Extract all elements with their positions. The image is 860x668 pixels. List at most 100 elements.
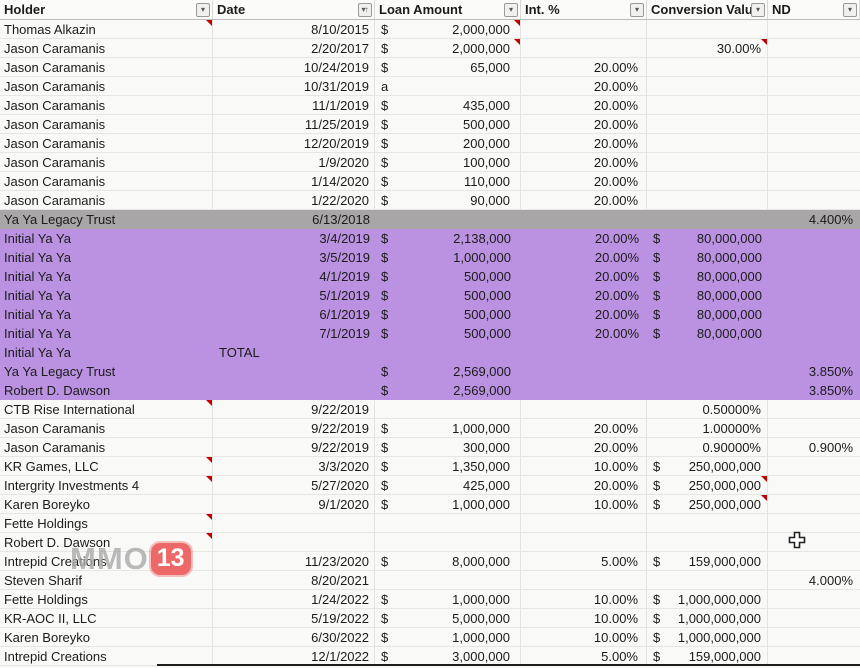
cell-loan-amount[interactable]: $ 2,569,000 — [375, 362, 521, 381]
cell-interest-percent[interactable] — [521, 343, 647, 362]
cell-date[interactable]: 8/10/2015 — [213, 20, 375, 38]
cell-nd[interactable] — [768, 590, 860, 608]
cell-conversion-value[interactable]: 0.90000% — [647, 438, 768, 456]
cell-date[interactable]: 5/27/2020 — [213, 476, 375, 494]
cell-holder[interactable]: Intrepid Creations — [0, 552, 213, 570]
cell-date[interactable]: 2/20/2017 — [213, 39, 375, 57]
cell-date[interactable]: 12/20/2019 — [213, 134, 375, 152]
cell-date[interactable] — [213, 514, 375, 532]
cell-date[interactable]: 1/22/2020 — [213, 191, 375, 209]
cell-interest-percent[interactable]: 10.00% — [521, 609, 647, 627]
cell-conversion-value[interactable]: $ 250,000,000 — [647, 457, 768, 475]
cell-nd[interactable] — [768, 305, 860, 324]
cell-holder[interactable]: CTB Rise International — [0, 400, 213, 418]
cell-conversion-value[interactable] — [647, 77, 768, 95]
cell-holder[interactable]: Jason Caramanis — [0, 115, 213, 133]
cell-interest-percent[interactable]: 5.00% — [521, 647, 647, 665]
cell-date[interactable]: 6/13/2018 — [213, 210, 375, 229]
cell-interest-percent[interactable] — [521, 39, 647, 57]
cell-conversion-value[interactable] — [647, 58, 768, 76]
cell-date[interactable]: 4/1/2019 — [213, 267, 375, 286]
cell-date[interactable] — [213, 533, 375, 551]
cell-date[interactable] — [213, 362, 375, 381]
cell-conversion-value[interactable]: $ 80,000,000 — [647, 286, 768, 305]
cell-nd[interactable] — [768, 134, 860, 152]
cell-loan-amount[interactable]: $ 1,000,000 — [375, 590, 521, 608]
cell-holder[interactable]: KR Games, LLC — [0, 457, 213, 475]
cell-date[interactable]: 10/24/2019 — [213, 58, 375, 76]
cell-interest-percent[interactable] — [521, 210, 647, 229]
cell-date[interactable]: 8/20/2021 — [213, 571, 375, 589]
cell-interest-percent[interactable]: 20.00% — [521, 153, 647, 171]
cell-interest-percent[interactable]: 20.00% — [521, 419, 647, 437]
cell-holder[interactable]: Ya Ya Legacy Trust — [0, 362, 213, 381]
cell-interest-percent[interactable]: 20.00% — [521, 267, 647, 286]
cell-interest-percent[interactable] — [521, 381, 647, 400]
cell-date[interactable]: 10/31/2019 — [213, 77, 375, 95]
cell-holder[interactable]: Karen Boreyko — [0, 628, 213, 646]
cell-interest-percent[interactable] — [521, 400, 647, 418]
cell-interest-percent[interactable]: 20.00% — [521, 134, 647, 152]
cell-holder[interactable]: Initial Ya Ya — [0, 324, 213, 343]
cell-loan-amount[interactable]: $ 1,000,000 — [375, 419, 521, 437]
cell-conversion-value[interactable] — [647, 115, 768, 133]
cell-conversion-value[interactable] — [647, 362, 768, 381]
cell-loan-amount[interactable]: $ 2,000,000 — [375, 20, 521, 38]
cell-loan-amount[interactable]: $ 5,000,000 — [375, 609, 521, 627]
cell-loan-amount[interactable]: $ 3,000,000 — [375, 647, 521, 665]
cell-nd[interactable] — [768, 115, 860, 133]
cell-date[interactable]: 5/1/2019 — [213, 286, 375, 305]
cell-nd[interactable] — [768, 172, 860, 190]
cell-loan-amount[interactable] — [375, 210, 521, 229]
cell-date[interactable]: 9/22/2019 — [213, 400, 375, 418]
cell-conversion-value[interactable]: $ 159,000,000 — [647, 647, 768, 665]
cell-conversion-value[interactable] — [647, 210, 768, 229]
cell-holder[interactable]: Jason Caramanis — [0, 191, 213, 209]
cell-interest-percent[interactable] — [521, 514, 647, 532]
cell-nd[interactable] — [768, 400, 860, 418]
cell-conversion-value[interactable]: $ 80,000,000 — [647, 267, 768, 286]
cell-interest-percent[interactable]: 20.00% — [521, 438, 647, 456]
cell-date[interactable] — [213, 381, 375, 400]
cell-date[interactable]: 5/19/2022 — [213, 609, 375, 627]
cell-date[interactable]: 9/22/2019 — [213, 419, 375, 437]
cell-nd[interactable] — [768, 191, 860, 209]
cell-nd[interactable] — [768, 96, 860, 114]
cell-conversion-value[interactable] — [647, 343, 768, 362]
cell-loan-amount[interactable]: $ 1,000,000 — [375, 248, 521, 267]
cell-loan-amount[interactable]: $ 500,000 — [375, 267, 521, 286]
cell-conversion-value[interactable] — [647, 153, 768, 171]
cell-interest-percent[interactable]: 20.00% — [521, 191, 647, 209]
cell-holder[interactable]: Robert D. Dawson — [0, 381, 213, 400]
cell-conversion-value[interactable]: $ 80,000,000 — [647, 305, 768, 324]
cell-loan-amount[interactable]: $ 425,000 — [375, 476, 521, 494]
cell-nd[interactable] — [768, 39, 860, 57]
filter-dropdown-icon[interactable]: ▾ — [630, 2, 644, 17]
cell-nd[interactable]: 4.000% — [768, 571, 860, 589]
cell-interest-percent[interactable]: 10.00% — [521, 628, 647, 646]
cell-conversion-value[interactable]: $ 1,000,000,000 — [647, 628, 768, 646]
cell-date[interactable]: TOTAL — [213, 343, 375, 362]
cell-loan-amount[interactable]: $ 1,000,000 — [375, 495, 521, 513]
cell-interest-percent[interactable]: 20.00% — [521, 286, 647, 305]
cell-interest-percent[interactable]: 20.00% — [521, 305, 647, 324]
cell-date[interactable]: 1/24/2022 — [213, 590, 375, 608]
cell-interest-percent[interactable]: 20.00% — [521, 77, 647, 95]
cell-holder[interactable]: Jason Caramanis — [0, 96, 213, 114]
cell-holder[interactable]: Jason Caramanis — [0, 153, 213, 171]
cell-conversion-value[interactable] — [647, 134, 768, 152]
cell-loan-amount[interactable] — [375, 400, 521, 418]
cell-loan-amount[interactable] — [375, 343, 521, 362]
cell-loan-amount[interactable]: a — [375, 77, 521, 95]
cell-conversion-value[interactable]: $ 1,000,000,000 — [647, 590, 768, 608]
cell-loan-amount[interactable]: $ 1,350,000 — [375, 457, 521, 475]
cell-interest-percent[interactable]: 20.00% — [521, 476, 647, 494]
cell-holder[interactable]: Thomas Alkazin — [0, 20, 213, 38]
cell-nd[interactable] — [768, 609, 860, 627]
cell-date[interactable]: 3/4/2019 — [213, 229, 375, 248]
cell-date[interactable]: 9/22/2019 — [213, 438, 375, 456]
cell-holder[interactable]: Ya Ya Legacy Trust — [0, 210, 213, 229]
cell-nd[interactable] — [768, 58, 860, 76]
cell-interest-percent[interactable]: 20.00% — [521, 172, 647, 190]
cell-conversion-value[interactable]: $ 1,000,000,000 — [647, 609, 768, 627]
